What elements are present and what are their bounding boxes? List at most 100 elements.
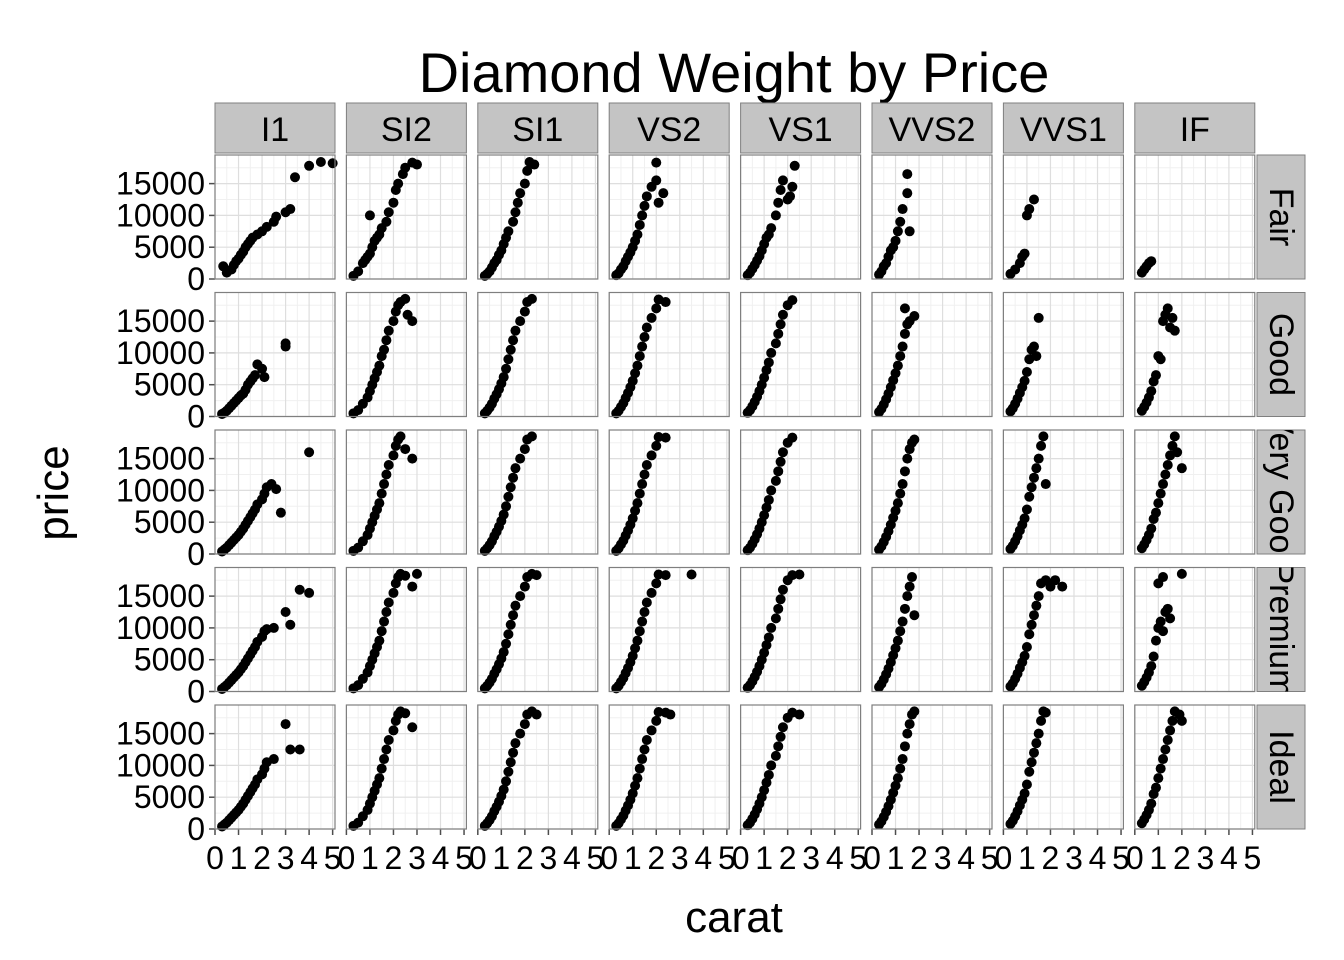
panel-border [871,291,993,418]
data-point [632,360,643,371]
column-strip-2 [477,102,599,154]
row-strip-4 [1256,704,1306,830]
panel-very-good-vs1 [739,429,862,556]
x-tick-label: 5 [324,840,342,876]
data-point [639,469,650,480]
data-point [1028,194,1039,205]
data-point [1026,757,1037,768]
data-point [1158,754,1169,765]
data-point [787,432,798,443]
panel-border [1002,566,1125,693]
data-point [651,715,662,726]
panel-very-good-vvs1 [1002,429,1125,555]
data-point [388,197,399,208]
panel-background [1134,430,1255,554]
panel-fair-vs1 [739,154,862,281]
data-point [897,616,908,627]
x-tick-label: 1 [1149,840,1167,876]
data-point [897,204,908,215]
data-point [637,479,648,490]
data-point [1148,651,1159,662]
y-tick-label: 10000 [116,610,205,646]
data-point [1024,766,1035,777]
data-point [503,491,514,502]
data-point [1167,715,1178,726]
x-tick-label: 4 [1220,840,1238,876]
data-point [627,513,638,524]
data-point [641,734,652,745]
data-point [383,734,394,745]
y-tick-label: 10000 [116,747,205,783]
panel-border [1134,704,1256,830]
panel-border [739,704,862,830]
data-point [632,635,643,646]
x-tick-label: 2 [516,840,534,876]
x-tick-label: 1 [361,840,379,876]
data-point [1150,782,1161,793]
panel-fair-vvs2 [871,154,993,280]
data-point [376,626,387,637]
panel-ideal-vvs2 [871,704,993,830]
x-tick-label: 1 [755,840,773,876]
panel-premium-vs2 [608,566,730,694]
data-point [1160,469,1171,480]
data-point [761,640,772,651]
data-point [505,757,516,768]
panel-border [739,154,862,280]
panel-good-vvs2 [871,291,993,418]
data-point [634,219,645,230]
x-tick-label: 2 [647,840,665,876]
data-point [304,447,315,458]
data-point [766,347,777,358]
data-point [290,172,300,183]
x-tick-label: 1 [887,840,905,876]
data-point [651,175,662,186]
panel-premium-vvs2 [871,566,993,693]
x-tick-label: 5 [981,840,999,876]
data-point [777,175,788,186]
data-point [646,312,657,323]
panel-good-si1 [477,291,599,419]
data-point [510,600,521,611]
x-tick-label: 3 [408,840,426,876]
panel-ideal-vvs1 [1002,704,1125,830]
panel-border [477,154,599,280]
data-point [651,440,662,451]
data-point [1155,616,1166,627]
data-point [899,603,910,614]
data-point [383,207,394,218]
x-tick-label: 5 [718,840,736,876]
data-point [899,328,910,339]
data-point [641,597,652,608]
data-point [895,626,906,637]
column-strip-4 [740,102,862,154]
data-point [498,647,509,658]
data-point [1021,641,1032,652]
data-point [1028,341,1039,352]
y-tick-label: 15000 [116,578,205,614]
data-point [1019,788,1030,799]
x-tick-label: 2 [779,840,797,876]
data-point [1026,619,1037,630]
data-point [374,360,385,371]
y-tick-label: 5000 [134,229,205,265]
data-point [519,444,530,455]
data-point [660,432,671,443]
data-point [761,502,772,513]
data-point [529,159,540,170]
data-point [508,335,519,346]
y-tick-label: 5000 [134,367,205,403]
panel-good-vvs1 [1002,291,1125,418]
data-point [526,293,537,304]
data-point [634,351,645,362]
y-tick-label: 15000 [116,166,205,202]
data-point [899,741,910,752]
data-point [766,223,777,234]
panel-border [739,429,862,555]
data-point [907,572,917,583]
column-strip-label: SI1 [512,111,563,149]
y-tick-label: 5000 [134,779,205,815]
panel-ideal-if [1134,704,1256,830]
data-point [1155,488,1166,499]
x-tick-label: 2 [253,840,271,876]
